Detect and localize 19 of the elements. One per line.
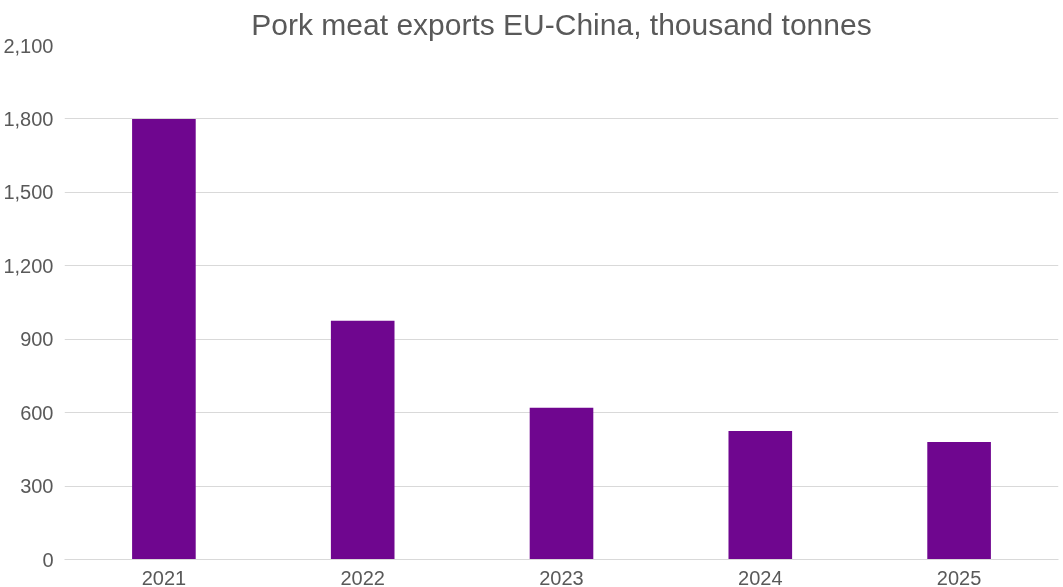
- y-tick-label: 1,500: [3, 181, 54, 204]
- x-tick-label: 2022: [340, 566, 385, 587]
- y-tick-label: 0: [42, 548, 54, 571]
- chart-title: Pork meat exports EU-China, thousand tonnes: [251, 7, 872, 41]
- x-tick-label: 2023: [539, 566, 584, 587]
- x-tick-label: 2024: [738, 566, 783, 587]
- y-tick-label: 600: [20, 401, 54, 424]
- bar: [529, 407, 594, 560]
- y-tick-label: 2,100: [3, 34, 54, 57]
- y-tick-label: 1,800: [3, 107, 54, 130]
- bar: [132, 118, 196, 560]
- bar: [728, 431, 793, 560]
- x-tick-label: 2021: [141, 566, 187, 587]
- y-tick-label: 300: [20, 475, 54, 498]
- y-tick-label: 900: [20, 328, 54, 351]
- x-tick-label: 2025: [936, 566, 982, 587]
- y-tick-label: 1,200: [3, 254, 54, 277]
- bar: [927, 442, 991, 560]
- bar: [330, 320, 395, 560]
